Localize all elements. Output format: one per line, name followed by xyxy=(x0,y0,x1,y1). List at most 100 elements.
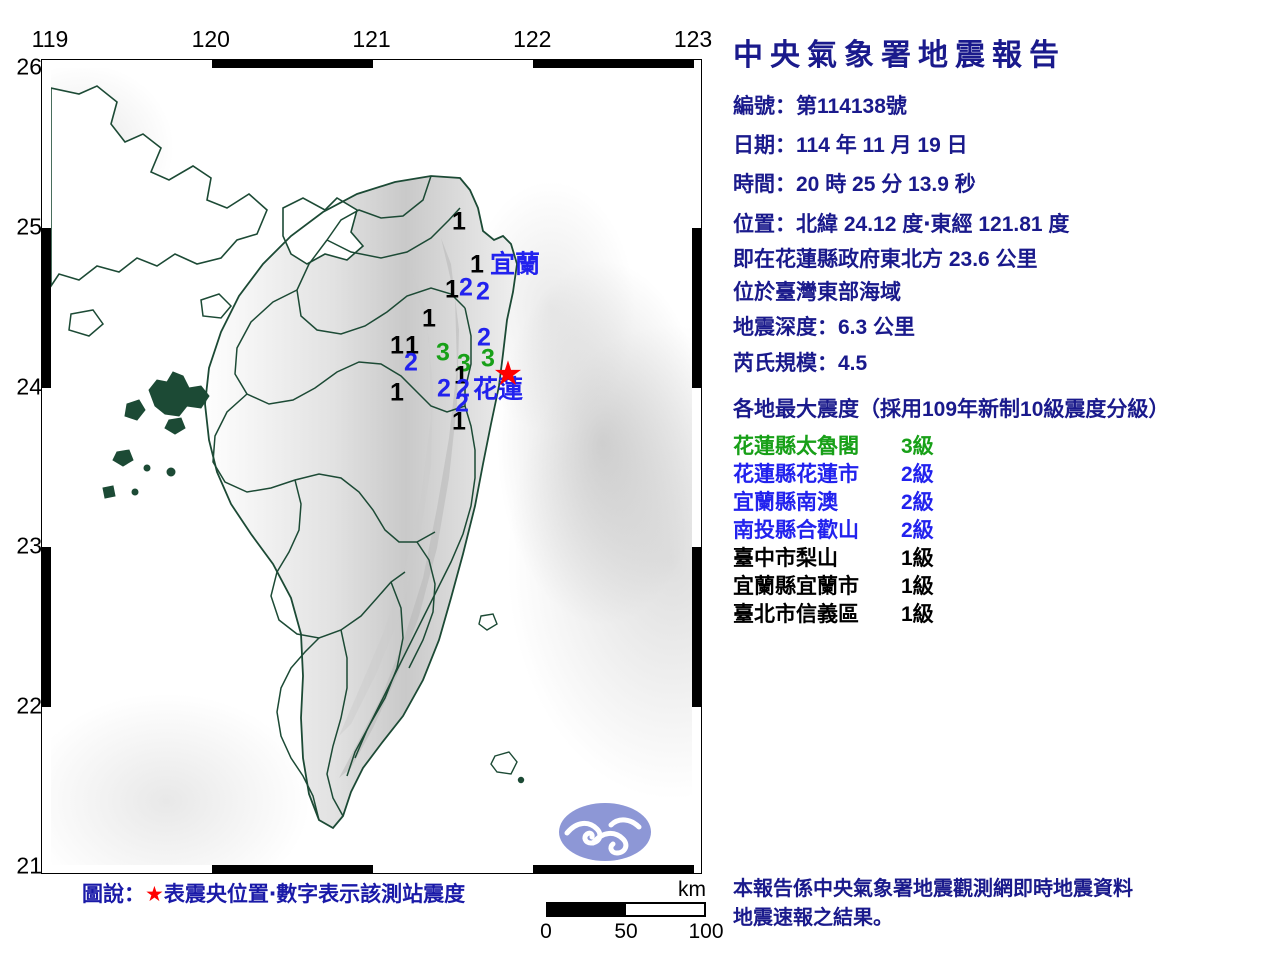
intensity-level: 2級 xyxy=(901,491,934,514)
map-panel: 119 120 121 122 123 26 25 24 23 22 21 xyxy=(0,0,723,960)
latitude-tick-21: 21 xyxy=(16,852,42,879)
longitude-tick-119: 119 xyxy=(31,26,69,52)
station-intensity-marker: 2 xyxy=(456,374,470,403)
ruler-bottom-seg-1 xyxy=(211,865,373,873)
longitude-tick-123: 123 xyxy=(673,26,713,52)
penghu-islands xyxy=(102,371,210,499)
intensity-place: 臺北市信義區 xyxy=(733,603,859,626)
report-field-row: 地震深度： 6.3 公里 xyxy=(733,311,915,341)
report-field-label: 地震深度： xyxy=(733,316,838,339)
scale-tick-labels: 0 50 100 xyxy=(540,920,723,944)
station-intensity-marker: 2 xyxy=(477,323,491,352)
longitude-tick-121: 121 xyxy=(352,26,391,52)
station-intensity-marker: 1 xyxy=(390,331,404,360)
intensity-row: 花蓮縣太魯閣 3級 xyxy=(733,430,1153,458)
report-field-row: 位於 臺灣東部海域 xyxy=(733,276,901,306)
report-field-label: 位置： xyxy=(733,213,796,236)
report-field-value: 114 年 11 月 19 日 xyxy=(796,134,968,157)
map-caption: 圖說：★表震央位置‧數字表示該測站震度 xyxy=(82,878,465,908)
station-intensity-marker: 1 xyxy=(422,304,436,333)
station-intensity-marker: 2 xyxy=(476,277,490,306)
ruler-bottom-seg-3 xyxy=(533,865,694,873)
ruler-top-seg-1 xyxy=(211,60,373,68)
report-title: 中央氣象署地震報告 xyxy=(733,39,1066,72)
station-intensity-marker: 1 xyxy=(452,207,466,236)
intensity-row: 臺北市信義區 1級 xyxy=(733,598,1153,626)
report-field-row: 芮氏規模： 4.5 xyxy=(733,347,867,377)
report-field-row: 時間： 20 時 25 分 13.9 秒 xyxy=(733,168,976,198)
intensity-place: 宜蘭縣宜蘭市 xyxy=(733,575,859,598)
station-intensity-marker: 2 xyxy=(437,374,451,403)
intensity-place: 南投縣合歡山 xyxy=(733,519,859,542)
intensity-place: 臺中市梨山 xyxy=(733,547,838,570)
station-intensity-marker: 1 xyxy=(452,407,466,436)
ruler-right-seg-3 xyxy=(692,547,701,708)
report-panel: 中央氣象署地震報告 編號： 第114138號日期： 114 年 11 月 19 … xyxy=(726,0,1280,960)
intensity-row: 南投縣合歡山 2級 xyxy=(733,514,1153,542)
small-island xyxy=(200,293,233,319)
latitude-tick-23: 23 xyxy=(16,532,42,559)
city-label: 花蓮 xyxy=(473,375,524,404)
intensity-row: 宜蘭縣南澳 2級 xyxy=(733,486,1153,514)
caption-star-icon: ★ xyxy=(145,883,164,906)
mainland-coastline xyxy=(51,85,268,288)
station-intensity-marker: 1 xyxy=(390,378,404,407)
report-field-value: 20 時 25 分 13.9 秒 xyxy=(796,173,976,196)
coastline-and-county-boundaries xyxy=(51,85,525,830)
report-field-value: 第114138號 xyxy=(796,95,907,118)
station-intensity-marker: 3 xyxy=(457,349,471,378)
intensity-level: 1級 xyxy=(901,603,934,626)
report-field-row: 即在 花蓮縣政府東北方 23.6 公里 xyxy=(733,243,1038,273)
latitude-tick-25: 25 xyxy=(16,213,42,240)
scale-tick-100: 100 xyxy=(688,920,724,943)
caption-prefix: 圖說： xyxy=(82,883,145,906)
cwa-logo-waves-icon xyxy=(564,817,642,856)
intensity-level: 1級 xyxy=(901,575,934,598)
station-intensity-marker: 1 xyxy=(445,275,459,304)
report-field-label: 位於 xyxy=(733,281,775,304)
report-field-value: 北緯 24.12 度‧東經 121.81 度 xyxy=(796,213,1070,236)
station-intensity-marker: 3 xyxy=(436,338,450,367)
longitude-axis-labels: 119 120 121 122 123 xyxy=(0,26,720,58)
scale-tick-0: 0 xyxy=(540,920,552,943)
station-intensity-marker: 1 xyxy=(454,361,468,390)
report-field-label: 時間： xyxy=(733,173,796,196)
longitude-tick-122: 122 xyxy=(513,26,552,52)
intensity-place: 花蓮縣花蓮市 xyxy=(733,463,859,486)
ruler-left-seg-3 xyxy=(42,547,51,708)
latitude-tick-26: 26 xyxy=(16,53,42,80)
intensity-place: 花蓮縣太魯閣 xyxy=(733,435,859,458)
report-field-row: 位置： 北緯 24.12 度‧東經 121.81 度 xyxy=(733,208,1069,238)
offshore-island-group xyxy=(282,196,365,265)
latitude-tick-22: 22 xyxy=(16,692,42,719)
intensity-level: 2級 xyxy=(901,519,934,542)
latitude-axis-labels: 26 25 24 23 22 21 xyxy=(0,0,46,960)
intensity-row: 臺中市梨山 1級 xyxy=(733,542,1153,570)
intensity-table: 花蓮縣太魯閣 3級 花蓮縣花蓮市 2級 宜蘭縣南澳 2級 南投縣合歡山 2級 臺中市梨山 1級 宜蘭… xyxy=(733,430,1153,626)
report-field-row: 編號： 第114138號 xyxy=(733,90,907,120)
scale-bar-graphic xyxy=(546,902,706,917)
intensity-level: 2級 xyxy=(901,463,934,486)
station-intensity-marker: 2 xyxy=(404,348,418,377)
ruler-top-seg-3 xyxy=(533,60,694,68)
taiwan-coastline xyxy=(204,175,518,830)
latitude-tick-24: 24 xyxy=(16,373,42,400)
report-field-label: 即在 xyxy=(733,248,775,271)
report-field-label: 日期： xyxy=(733,134,796,157)
scale-unit-label: km xyxy=(678,878,706,901)
scale-tick-50: 50 xyxy=(614,920,638,943)
longitude-tick-120: 120 xyxy=(191,26,230,52)
report-field-value: 花蓮縣政府東北方 23.6 公里 xyxy=(775,248,1038,271)
small-island-2 xyxy=(68,309,105,337)
ruler-left-seg-1 xyxy=(42,227,51,388)
intensity-place: 宜蘭縣南澳 xyxy=(733,491,838,514)
city-label: 宜蘭 xyxy=(490,250,541,279)
footer-line-2: 地震速報之結果。 xyxy=(733,907,893,929)
cwa-logo xyxy=(559,803,651,861)
report-field-row: 日期： 114 年 11 月 19 日 xyxy=(733,129,968,159)
ruler-right-seg-1 xyxy=(692,227,701,388)
station-intensity-marker: 2 xyxy=(459,273,473,302)
intensity-row: 花蓮縣花蓮市 2級 xyxy=(733,458,1153,486)
intensity-section-header: 各地最大震度（採用109年新制10級震度分級） xyxy=(733,398,1170,421)
